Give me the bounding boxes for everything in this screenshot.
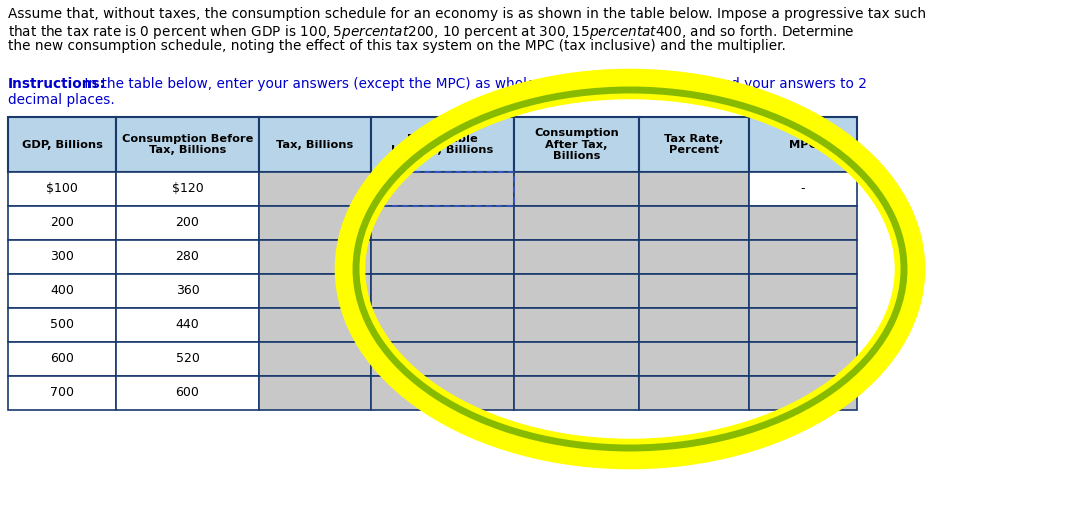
Bar (513, 342, 639, 376)
Bar (116, 240, 259, 274)
Text: Disposable
Income, Billions: Disposable Income, Billions (391, 134, 494, 155)
Bar (513, 117, 639, 172)
Bar (371, 308, 513, 342)
Bar (513, 240, 639, 274)
Bar (8, 172, 116, 206)
Bar (116, 274, 259, 308)
Text: 200: 200 (50, 216, 74, 230)
Bar (259, 206, 371, 240)
Text: MPC: MPC (789, 139, 817, 150)
Bar (371, 342, 513, 376)
Text: 200: 200 (175, 216, 199, 230)
Bar (8, 240, 116, 274)
Bar (639, 376, 749, 410)
Text: In the table below, enter your answers (except the MPC) as whole numbers. For th: In the table below, enter your answers (… (80, 77, 867, 91)
Text: 440: 440 (175, 318, 199, 332)
Bar (639, 172, 749, 206)
Bar (639, 240, 749, 274)
Text: 300: 300 (50, 250, 74, 264)
Bar (513, 376, 639, 410)
Bar (371, 376, 513, 410)
Bar (259, 117, 371, 172)
Text: Tax, Billions: Tax, Billions (277, 139, 353, 150)
Bar (749, 376, 857, 410)
Bar (749, 274, 857, 308)
Text: -: - (801, 183, 805, 196)
Bar (749, 117, 857, 172)
Bar (513, 206, 639, 240)
Bar (371, 274, 513, 308)
Bar (639, 342, 749, 376)
Bar (116, 342, 259, 376)
Bar (749, 206, 857, 240)
Text: 280: 280 (175, 250, 199, 264)
Text: Consumption
After Tax,
Billions: Consumption After Tax, Billions (534, 128, 619, 161)
Text: $120: $120 (172, 183, 203, 196)
Text: that the tax rate is 0 percent when GDP is $100, 5 percent at $200, 10 percent a: that the tax rate is 0 percent when GDP … (8, 23, 855, 41)
Bar (116, 206, 259, 240)
Text: $100: $100 (46, 183, 78, 196)
Bar (116, 376, 259, 410)
Bar (749, 172, 857, 206)
Bar (8, 117, 116, 172)
Bar (371, 240, 513, 274)
Bar (639, 206, 749, 240)
Text: 520: 520 (175, 352, 199, 366)
Bar (259, 172, 371, 206)
Text: the new consumption schedule, noting the effect of this tax system on the MPC (t: the new consumption schedule, noting the… (8, 39, 786, 53)
Text: Instructions:: Instructions: (8, 77, 106, 91)
Bar (513, 172, 639, 206)
Bar (8, 308, 116, 342)
Bar (8, 274, 116, 308)
Bar (8, 342, 116, 376)
Bar (371, 172, 513, 206)
Bar (259, 274, 371, 308)
Bar (8, 376, 116, 410)
Bar (513, 274, 639, 308)
Bar (259, 342, 371, 376)
Text: Tax Rate,
Percent: Tax Rate, Percent (665, 134, 723, 155)
Bar (116, 172, 259, 206)
Bar (749, 240, 857, 274)
Bar (371, 117, 513, 172)
Text: 600: 600 (50, 352, 74, 366)
Bar (8, 206, 116, 240)
Bar (259, 376, 371, 410)
Bar (259, 308, 371, 342)
Bar (513, 308, 639, 342)
Bar (259, 240, 371, 274)
Bar (749, 342, 857, 376)
Bar (639, 117, 749, 172)
Text: 360: 360 (175, 284, 199, 298)
Text: GDP, Billions: GDP, Billions (22, 139, 103, 150)
Text: Assume that, without taxes, the consumption schedule for an economy is as shown : Assume that, without taxes, the consumpt… (8, 7, 926, 21)
Bar (116, 308, 259, 342)
Bar (116, 117, 259, 172)
Bar (749, 308, 857, 342)
Text: 700: 700 (50, 386, 74, 400)
Text: decimal places.: decimal places. (8, 93, 115, 107)
Text: Consumption Before
Tax, Billions: Consumption Before Tax, Billions (122, 134, 253, 155)
Text: 500: 500 (50, 318, 74, 332)
Text: 600: 600 (175, 386, 199, 400)
Bar (639, 274, 749, 308)
Bar (371, 172, 513, 206)
Bar (371, 206, 513, 240)
Text: 400: 400 (50, 284, 74, 298)
Bar (639, 308, 749, 342)
